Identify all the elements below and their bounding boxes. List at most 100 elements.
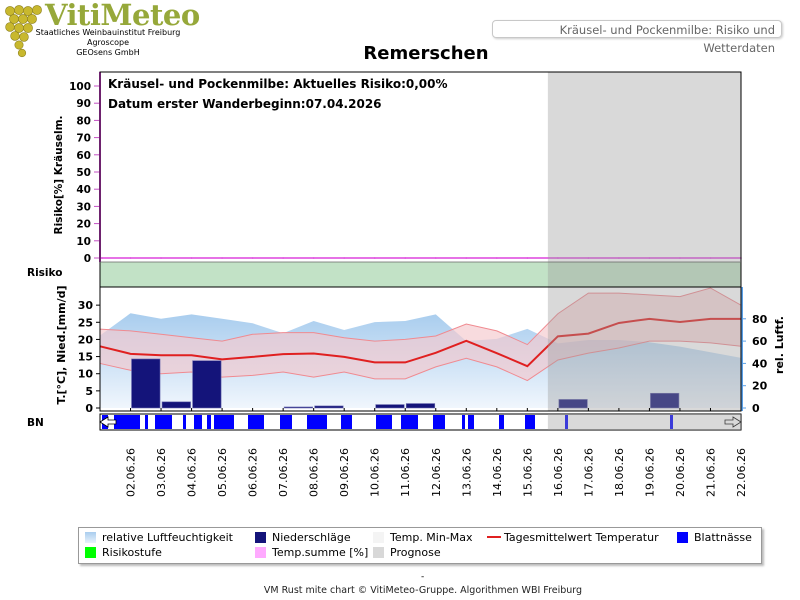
legend: relative Luftfeuchtigkeit Niederschläge … [78, 527, 762, 564]
leaf-wetness-segment [155, 415, 172, 429]
leaf-wetness-segment [525, 415, 535, 429]
x-tick-label: 07.06.26 [277, 448, 290, 497]
x-tick-label: 02.06.26 [125, 448, 138, 497]
temp-y-tick-label: 0 [85, 402, 93, 415]
precip-bar [283, 406, 313, 409]
leaf-wetness-segment [462, 415, 465, 429]
x-tick-label: 11.06.26 [399, 448, 412, 497]
leaf-wetness-segment [214, 415, 234, 429]
logo-title: VitiMeteo [45, 0, 200, 32]
risk-point [312, 257, 315, 259]
x-tick-label: 10.06.26 [369, 448, 382, 497]
leaf-wetness-segment [499, 415, 504, 429]
scroll-left-arrow-icon [99, 416, 117, 428]
leaf-wetness-segment [248, 415, 264, 429]
weather-panel-frame [99, 286, 742, 412]
legend-item-minmax: Temp. Min-Max [373, 531, 473, 544]
risk-point [160, 257, 162, 259]
leaf-wetness-segment [207, 415, 211, 429]
risk-y-tick-label: 50 [76, 167, 91, 179]
temp-max-line [99, 287, 742, 346]
leaf-wetness-segment [376, 415, 392, 429]
temp-minmax-band [100, 288, 741, 381]
humidity-y-tick-label: 0 [752, 402, 760, 415]
legend-item-temp-mean: Tagesmittelwert Temperatur [487, 531, 659, 544]
station-title: Remerschen [363, 43, 489, 64]
temp-y-tick-label: 5 [85, 385, 93, 398]
leaf-wetness-segment [401, 415, 418, 429]
x-tick-label: 21.06.26 [704, 448, 717, 497]
risk-point [587, 257, 590, 259]
risk-point [557, 257, 559, 259]
x-tick-label: 18.06.26 [613, 448, 626, 497]
grape-logo-icon [5, 5, 42, 58]
legend-item-humidity: relative Luftfeuchtigkeit [85, 531, 233, 544]
risk-band-label: Risiko [27, 267, 62, 279]
risk-y-tick-label: 40 [76, 184, 91, 196]
logo-subtitle-2: Agroscope [86, 38, 130, 47]
x-tick-label: 13.06.26 [460, 448, 473, 497]
precip-bar [192, 360, 222, 409]
precip-bar [131, 358, 161, 409]
leaf-wetness-label: BN [27, 417, 44, 429]
risk-band [100, 262, 741, 287]
temp-y-tick-label: 20 [78, 333, 94, 346]
risk-point [190, 257, 193, 259]
leaf-wetness-segment [194, 415, 202, 429]
precip-bar [161, 401, 191, 409]
risk-y-tick-label: 70 [76, 133, 91, 145]
temp-y-tick-label: 30 [78, 299, 94, 312]
x-tick-label: 09.06.26 [338, 448, 351, 497]
x-tick-label: 22.06.26 [735, 448, 748, 497]
precip-bar [405, 403, 436, 409]
humidity-y-tick-label: 20 [752, 380, 768, 393]
risk-point [101, 257, 103, 259]
scroll-right-arrow-icon [724, 416, 742, 428]
risk-y-tick-label: 100 [69, 81, 91, 93]
precip-bar [375, 404, 405, 409]
legend-item-leaf-wetness: Blattnässe [677, 531, 752, 544]
risk-point [618, 257, 620, 259]
legend-item-risk-level: Risikostufe [85, 546, 162, 559]
risk-y-tick-label: 60 [76, 150, 91, 162]
page-label-box: Kräusel- und Pockenmilbe: Risiko und Wet… [492, 20, 782, 55]
temp-y-axis-label: T.[°C], Nied.[mm/d] [55, 285, 68, 404]
risk-point [496, 257, 498, 259]
leaf-wetness-segment [565, 415, 568, 429]
x-tick-label: 15.06.26 [521, 448, 534, 497]
x-tick-label: 19.06.26 [643, 448, 656, 497]
risk-y-tick-label: 30 [76, 201, 91, 213]
risk-point [343, 257, 345, 259]
risk-y-tick-label: 90 [76, 98, 91, 110]
leaf-wetness-segment [114, 415, 140, 429]
risk-point [679, 257, 681, 259]
x-tick-label: 05.06.26 [216, 448, 229, 497]
x-tick-label: 16.06.26 [552, 448, 565, 497]
x-tick-label: 20.06.26 [674, 448, 687, 497]
risk-point [251, 257, 254, 259]
risk-point [434, 257, 437, 259]
legend-item-temp-sum: Temp.summe [%] [255, 546, 368, 559]
precip-bar [314, 405, 344, 409]
leaf-wetness-segment [341, 415, 352, 429]
leaf-wetness-segment [145, 415, 148, 429]
risk-info-start-date: Datum erster Wanderbeginn:07.04.2026 [108, 97, 382, 111]
risk-y-tick-label: 20 [76, 219, 91, 231]
risk-point [373, 257, 376, 259]
leaf-wetness-segment [468, 415, 474, 429]
x-tick-label: 12.06.26 [430, 448, 443, 497]
leaf-wetness-segment [433, 415, 445, 429]
risk-point [526, 257, 529, 259]
precip-bar [558, 399, 588, 409]
risk-point [221, 257, 223, 259]
temp-y-tick-label: 15 [78, 351, 93, 364]
logo-subtitle-3: GEOsens GmbH [76, 48, 140, 57]
risk-y-tick-label: 0 [84, 253, 91, 265]
humidity-y-tick-label: 80 [752, 313, 768, 326]
temp-y-tick-label: 10 [78, 368, 94, 381]
x-tick-label: 03.06.26 [155, 448, 168, 497]
footer-dash: - [421, 572, 425, 582]
footer-credit: VM Rust mite chart © VitiMeteo-Gruppe. A… [263, 585, 583, 596]
x-tick-label: 17.06.26 [582, 448, 595, 497]
